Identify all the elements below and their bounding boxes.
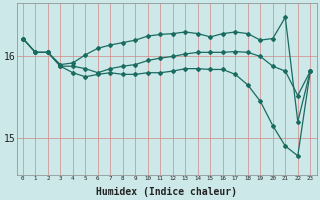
- X-axis label: Humidex (Indice chaleur): Humidex (Indice chaleur): [96, 186, 237, 197]
